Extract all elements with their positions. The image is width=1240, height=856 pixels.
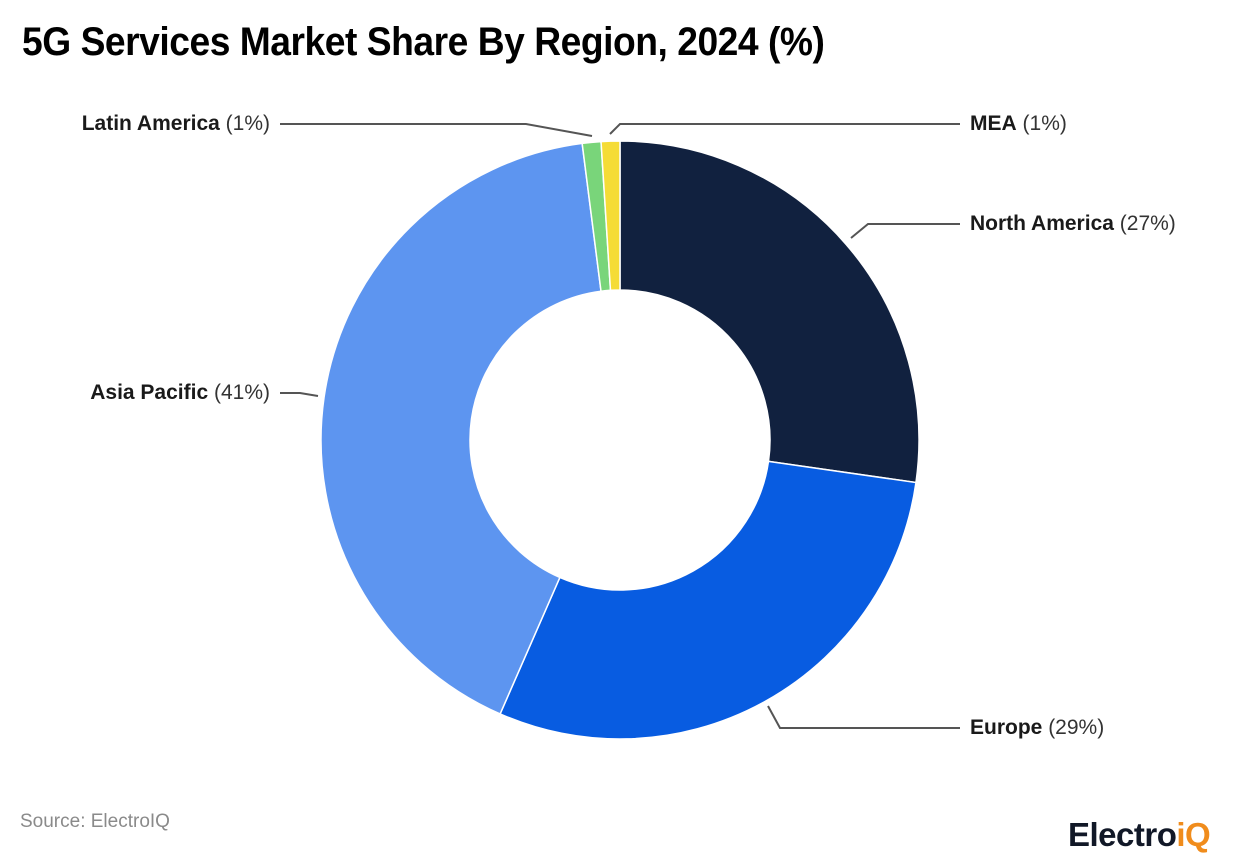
leader-lines	[280, 123, 960, 729]
label-name: Europe	[970, 716, 1043, 739]
chart-title: 5G Services Market Share By Region, 2024…	[22, 20, 825, 64]
label-asia-pacific: Asia Pacific (41%)	[90, 381, 270, 405]
label-value: (41%)	[213, 381, 270, 404]
label-name: MEA	[970, 112, 1017, 135]
electroiq-logo: ElectroiQ	[1068, 816, 1211, 854]
logo-accent: iQ	[1176, 816, 1211, 853]
slice-europe	[499, 460, 917, 740]
label-north-america: North America (27%)	[970, 212, 1176, 236]
leader-line-north-america	[850, 223, 960, 239]
leader-line-asia-pacific	[280, 392, 319, 397]
label-name: Latin America	[81, 112, 220, 135]
leader-line-mea	[609, 123, 960, 135]
label-value: (1%)	[1022, 112, 1067, 135]
label-europe: Europe (29%)	[970, 716, 1104, 740]
label-name: Asia Pacific	[90, 381, 209, 404]
label-value: (1%)	[225, 112, 270, 135]
source-note: Source: ElectroIQ	[20, 811, 170, 832]
donut-slices	[320, 140, 920, 740]
slice-asia-pacific	[320, 142, 602, 715]
leader-line-europe	[767, 705, 960, 729]
label-value: (29%)	[1048, 716, 1105, 739]
label-value: (27%)	[1119, 212, 1176, 235]
leader-line-latin-america	[280, 123, 593, 137]
label-name: North America	[970, 212, 1114, 235]
logo-text: Electro	[1068, 816, 1177, 853]
label-latin-america: Latin America (1%)	[82, 112, 270, 136]
slice-north-america	[619, 140, 920, 484]
slice-mea	[600, 140, 621, 292]
label-mea: MEA (1%)	[970, 112, 1067, 136]
